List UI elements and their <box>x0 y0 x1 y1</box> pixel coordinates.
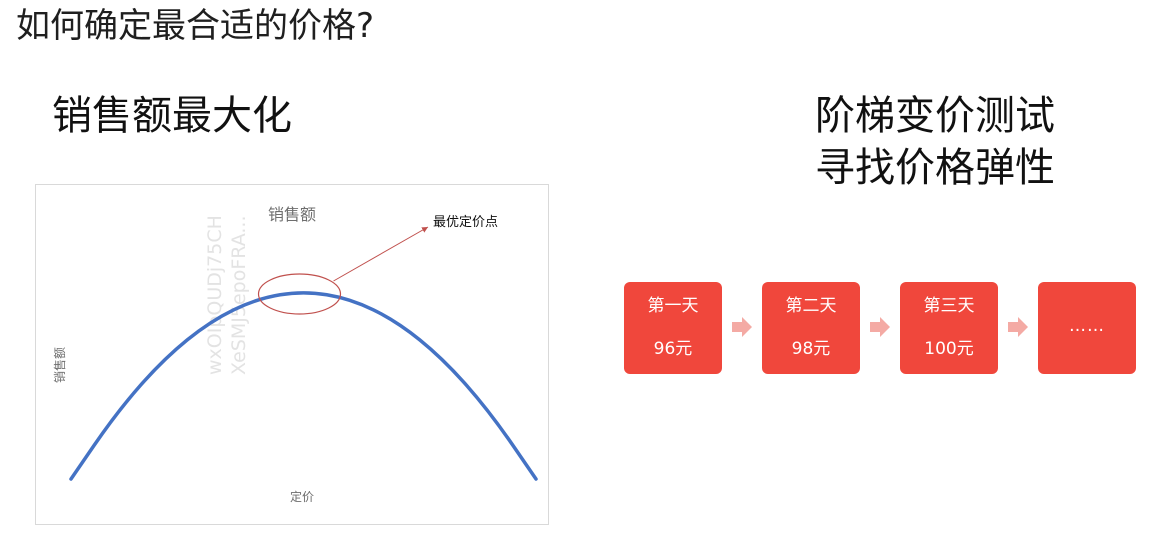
section-title-price-test: 阶梯变价测试 寻找价格弹性 <box>792 90 1078 194</box>
chart-y-axis-label: 销售额 <box>52 347 67 383</box>
peak-highlight-ellipse <box>257 273 342 315</box>
right-arrow-icon <box>732 317 752 337</box>
chart-x-axis-label: 定价 <box>290 489 314 504</box>
step-ellipsis: …… <box>1069 316 1105 336</box>
chart-canvas: 销售额 销售额 定价 最优定价点 <box>52 205 538 504</box>
step-day-label: 第二天 <box>785 296 837 316</box>
step-day-label: 第一天 <box>647 296 699 316</box>
step-box-more: …… <box>1038 282 1136 374</box>
step-box-2: 第二天 98元 <box>762 282 860 374</box>
right-arrow-icon <box>1008 317 1028 337</box>
step-box-1: 第一天 96元 <box>624 282 722 374</box>
sales-chart: wxOIpQUDj75CH XeSMJ5epoFRA... 销售额 销售额 定价… <box>35 184 549 525</box>
section-title-line-2: 寻找价格弹性 <box>815 145 1055 191</box>
step-box-3: 第三天 100元 <box>900 282 998 374</box>
step-day-label: 第三天 <box>923 296 975 316</box>
annotation-label: 最优定价点 <box>433 215 498 230</box>
sales-curve-line <box>69 291 538 481</box>
step-price-label: 100元 <box>924 339 974 359</box>
section-title-sales-max: 销售额最大化 <box>52 93 292 139</box>
step-price-label: 98元 <box>791 339 831 359</box>
right-arrow-icon <box>870 317 890 337</box>
chart-title: 销售额 <box>268 205 316 224</box>
step-price-label: 96元 <box>653 339 693 359</box>
page-heading: 如何确定最合适的价格? <box>16 6 375 46</box>
section-title-line-1: 阶梯变价测试 <box>815 93 1055 139</box>
annotation-arrow <box>333 226 429 282</box>
